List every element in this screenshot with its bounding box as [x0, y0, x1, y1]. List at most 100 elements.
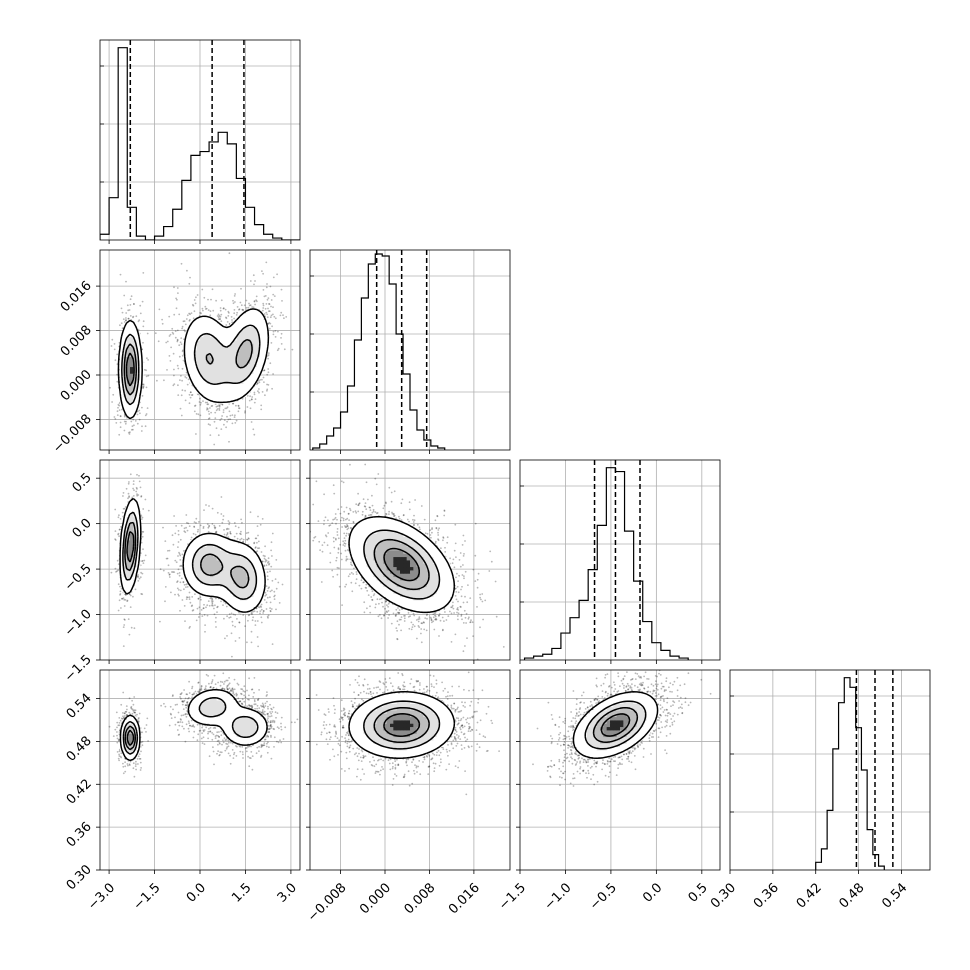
scatter-point: [246, 641, 248, 644]
density-cell: [233, 396, 238, 401]
scatter-point: [254, 546, 257, 548]
density-cell: [203, 390, 208, 394]
density-cell: [230, 370, 234, 374]
scatter-point: [195, 433, 197, 435]
scatter-point: [261, 560, 264, 563]
density-cell: [223, 390, 228, 394]
scatter-point: [117, 533, 119, 536]
density-cell: [236, 356, 241, 361]
density-cell: [243, 343, 248, 348]
scatter-point: [215, 616, 217, 619]
scatter-point: [141, 425, 143, 428]
scatter-point: [117, 569, 119, 572]
density-cell: [206, 350, 211, 354]
density-cell: [203, 343, 208, 348]
scatter-point: [188, 393, 191, 396]
density-cell: [196, 380, 201, 384]
density-cell: [233, 356, 238, 361]
density-cell: [203, 326, 208, 331]
scatter-point: [264, 295, 267, 297]
density-cell: [210, 393, 214, 398]
scatter-point: [274, 317, 277, 320]
density-cell: [226, 393, 231, 398]
scatter-point: [263, 369, 266, 372]
scatter-point: [193, 525, 196, 528]
scatter-point: [136, 413, 139, 416]
scatter-point: [270, 549, 272, 552]
scatter-point: [192, 317, 195, 320]
density-cell: [126, 340, 131, 344]
density-cell: [206, 320, 211, 324]
density-cell: [123, 370, 128, 374]
density-cell: [256, 356, 261, 361]
density-cell: [133, 410, 138, 414]
scatter-point: [129, 431, 131, 434]
scatter-point: [170, 346, 173, 349]
scatter-point: [267, 587, 270, 590]
density-cell: [246, 366, 251, 371]
density-cell: [213, 326, 218, 331]
scatter-point: [204, 630, 206, 633]
density-cell: [223, 343, 228, 348]
density-cell: [210, 326, 214, 331]
density-cell: [206, 363, 211, 368]
scatter-point: [189, 276, 191, 279]
scatter-point: [209, 314, 212, 317]
density-cell: [226, 373, 231, 378]
density-cell: [126, 323, 131, 328]
density-cell: [240, 340, 244, 344]
density-cell: [133, 390, 138, 394]
density-cell: [203, 363, 208, 368]
scatter-point: [227, 315, 230, 317]
density-cell: [226, 366, 231, 371]
density-cell: [213, 346, 218, 351]
scatter-point: [227, 520, 230, 522]
density-cell: [220, 396, 224, 401]
density-cell: [243, 330, 248, 334]
density-cell: [193, 363, 198, 368]
density-cell: [210, 396, 214, 401]
scatter-point: [134, 420, 137, 422]
scatter-point: [199, 403, 202, 406]
density-cell: [263, 343, 268, 348]
density-cell: [243, 356, 248, 361]
scatter-point: [181, 367, 184, 370]
scatter-point: [214, 411, 217, 414]
scatter-point: [193, 526, 196, 528]
scatter-point: [171, 327, 174, 330]
density-cell: [186, 340, 191, 344]
scatter-point: [177, 541, 180, 543]
density-cell: [233, 376, 238, 381]
scatter-point: [138, 480, 141, 483]
scatter-point: [184, 389, 187, 392]
scatter-point: [269, 590, 272, 593]
scatter-point: [185, 377, 188, 379]
scatter-point: [136, 473, 138, 476]
scatter-point: [266, 316, 269, 319]
scatter-point: [117, 532, 120, 535]
density-cell: [123, 343, 128, 348]
density-cell: [216, 350, 221, 354]
scatter-point: [231, 624, 234, 627]
scatter-point: [240, 518, 243, 521]
density-cell: [223, 356, 228, 361]
scatter-point: [232, 402, 234, 405]
scatter-point: [129, 594, 132, 597]
scatter-point: [144, 414, 147, 417]
density-cell: [136, 396, 141, 401]
scatter-point: [220, 417, 223, 420]
scatter-point: [260, 551, 263, 553]
density-cell: [253, 356, 258, 361]
density-cell: [253, 323, 258, 328]
scatter-point: [123, 605, 126, 607]
density-cell: [243, 370, 248, 374]
histogram-line: [100, 47, 300, 240]
scatter-point: [256, 525, 259, 527]
scatter-point: [249, 511, 252, 514]
scatter-point: [271, 589, 273, 592]
density-cell: [196, 330, 201, 334]
scatter-point: [179, 407, 182, 410]
scatter-point: [262, 612, 264, 614]
scatter-point: [254, 398, 257, 400]
density-cell: [210, 336, 214, 341]
